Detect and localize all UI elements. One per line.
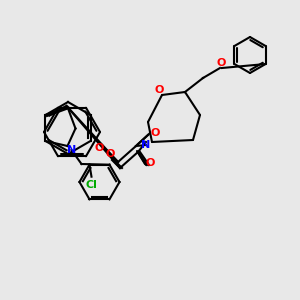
Text: O: O	[94, 143, 104, 153]
Text: O: O	[154, 85, 164, 95]
Text: N: N	[141, 140, 151, 150]
Text: O: O	[216, 58, 226, 68]
Text: Cl: Cl	[85, 180, 98, 190]
Text: O: O	[150, 128, 160, 138]
Text: O: O	[105, 149, 115, 159]
Text: N: N	[67, 145, 76, 155]
Text: O: O	[145, 158, 155, 168]
